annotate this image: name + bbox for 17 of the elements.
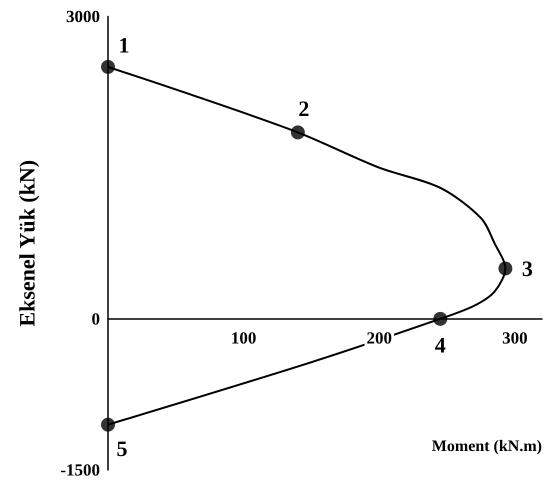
x-tick-label: 300 <box>502 328 528 348</box>
y-tick-label: -1500 <box>60 460 100 480</box>
x-tick-label: 200 <box>366 328 392 348</box>
x-axis-title: Moment (kN.m) <box>432 438 542 455</box>
y-axis-title: Eksenel Yük (kN) <box>14 160 40 327</box>
point <box>101 418 115 432</box>
point <box>498 261 512 276</box>
annotation: 1 <box>118 32 130 58</box>
annotation: 5 <box>116 436 128 462</box>
annotation: 3 <box>522 256 533 281</box>
x-tick-label: 100 <box>230 328 256 348</box>
y-tick-label: 3000 <box>66 7 100 26</box>
y-tick-label: 0 <box>92 309 100 328</box>
annotation: 2 <box>298 96 310 121</box>
annotation: 4 <box>434 332 446 358</box>
point <box>290 125 305 140</box>
point <box>101 60 115 74</box>
